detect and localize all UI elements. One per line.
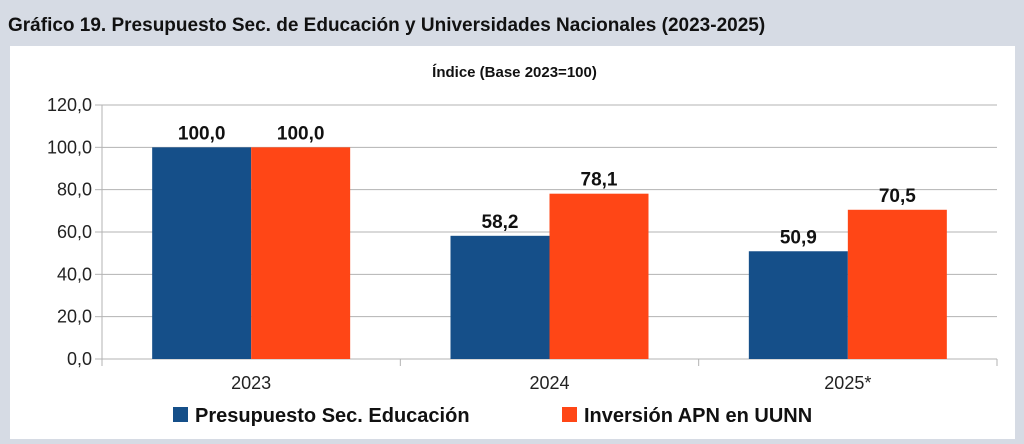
bar-chart: Índice (Base 2023=100) 0,0 20,0 40,0 60,0 80,… bbox=[47, 64, 998, 427]
legend-label: Inversión APN en UUNN bbox=[584, 405, 812, 427]
y-tick-label: 120,0 bbox=[47, 95, 92, 115]
bar-value-label: 58,2 bbox=[482, 212, 519, 233]
bar-value-label: 78,1 bbox=[581, 170, 618, 191]
chart-title: Índice (Base 2023=100) bbox=[432, 64, 597, 81]
bar-inversion bbox=[251, 147, 351, 359]
chart-panel: Índice (Base 2023=100) 0,0 20,0 40,0 60,0 80,… bbox=[10, 46, 1015, 439]
x-tick-label: 2024 bbox=[529, 373, 569, 393]
y-tick-label: 40,0 bbox=[57, 264, 92, 284]
bar-inversion bbox=[549, 193, 649, 359]
legend-swatch bbox=[562, 407, 577, 422]
x-tick-label: 2023 bbox=[231, 373, 271, 393]
figure-title: Gráfico 19. Presupuesto Sec. de Educació… bbox=[8, 15, 766, 36]
bar-value-label: 100,0 bbox=[277, 123, 325, 144]
y-tick-label: 80,0 bbox=[57, 180, 92, 200]
y-tick-label: 100,0 bbox=[47, 137, 92, 157]
x-tick-label: 2025* bbox=[824, 373, 871, 393]
bar-value-label: 100,0 bbox=[178, 123, 226, 144]
bar-value-label: 50,9 bbox=[780, 227, 817, 248]
legend-label: Presupuesto Sec. Educación bbox=[195, 405, 470, 427]
bar-presupuesto bbox=[450, 235, 550, 359]
bar-presupuesto bbox=[748, 251, 848, 359]
y-tick-label: 0,0 bbox=[67, 349, 92, 369]
y-tick-label: 60,0 bbox=[57, 222, 92, 242]
y-tick-label: 20,0 bbox=[57, 307, 92, 327]
bar-presupuesto bbox=[152, 147, 252, 359]
bar-inversion bbox=[847, 209, 947, 359]
bar-value-label: 70,5 bbox=[879, 186, 916, 207]
legend-swatch bbox=[173, 407, 188, 422]
figure-header: Gráfico 19. Presupuesto Sec. de Educació… bbox=[0, 0, 1024, 46]
